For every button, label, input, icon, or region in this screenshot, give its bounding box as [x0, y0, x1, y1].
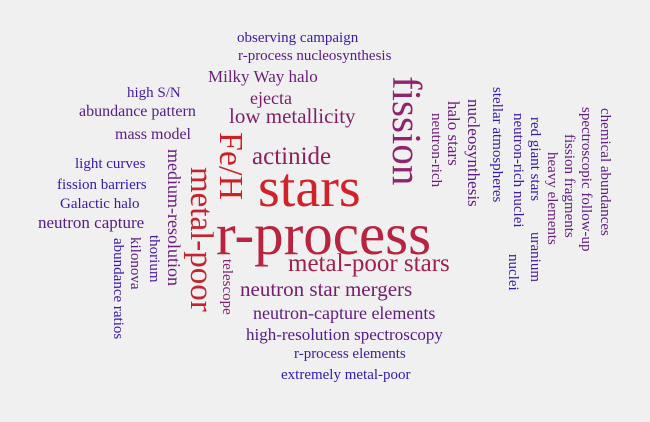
- word-abundance-pattern: abundance pattern: [79, 103, 196, 120]
- word-actinide: actinide: [252, 143, 332, 170]
- word-stars: stars: [258, 157, 361, 219]
- word-mass-model: mass model: [115, 126, 191, 143]
- word-ejecta: ejecta: [250, 88, 292, 108]
- word-metal-poor-stars: metal-poor stars: [288, 250, 450, 277]
- word-uranium: uranium: [527, 232, 543, 282]
- word-neutron-capture: neutron capture: [38, 213, 145, 232]
- word-medium-resolution: medium-resolution: [164, 149, 184, 286]
- word-neutron-star-mergers: neutron star mergers: [240, 277, 413, 301]
- word-spectroscopic-follow-up: spectroscopic follow-up: [578, 107, 594, 252]
- word-thorium: thorium: [146, 235, 162, 283]
- word-fission: fission: [384, 76, 430, 186]
- word-fission-barriers: fission barriers: [57, 177, 147, 193]
- word-high-sn: high S/N: [127, 85, 181, 101]
- word-fe-h: Fe/H: [212, 132, 249, 200]
- word-red-giant-stars: red giant stars: [527, 117, 543, 202]
- word-nuclei: nuclei: [505, 254, 521, 291]
- word-extremely-metal-poor: extremely metal-poor: [281, 367, 411, 383]
- word-r-process-nucleosynthesis: r-process nucleosynthesis: [238, 48, 392, 64]
- word-telescope: telescope: [219, 259, 235, 315]
- word-r-process: r-process: [216, 201, 432, 267]
- word-abundance-ratios: abundance ratios: [110, 238, 126, 340]
- word-galactic-halo: Galactic halo: [60, 196, 140, 212]
- word-halo-stars: halo stars: [444, 101, 463, 166]
- word-nucleosynthesis: nucleosynthesis: [464, 99, 483, 207]
- word-stellar-atmospheres: stellar atmospheres: [489, 87, 505, 203]
- word-light-curves: light curves: [75, 156, 146, 172]
- word-milky-way-halo: Milky Way halo: [208, 67, 318, 86]
- word-r-process-elements: r-process elements: [294, 346, 406, 362]
- word-high-resolution-spectroscopy: high-resolution spectroscopy: [246, 325, 443, 344]
- word-observing-campaign: observing campaign: [237, 30, 359, 46]
- word-low-metallicity: low metallicity: [229, 104, 356, 128]
- word-neutron-capture-elements: neutron-capture elements: [253, 303, 436, 323]
- word-chemical-abundances: chemical abundances: [597, 108, 613, 236]
- word-neutron-rich: neutron-rich: [428, 113, 444, 188]
- word-neutron-rich-nuclei: neutron-rich nuclei: [510, 113, 526, 228]
- word-heavy-elements: heavy elements: [544, 152, 560, 245]
- word-fission-fragments: fission fragments: [561, 134, 577, 238]
- word-metal-poor: metal-poor: [183, 167, 219, 312]
- word-kilonova: kilonova: [127, 237, 143, 290]
